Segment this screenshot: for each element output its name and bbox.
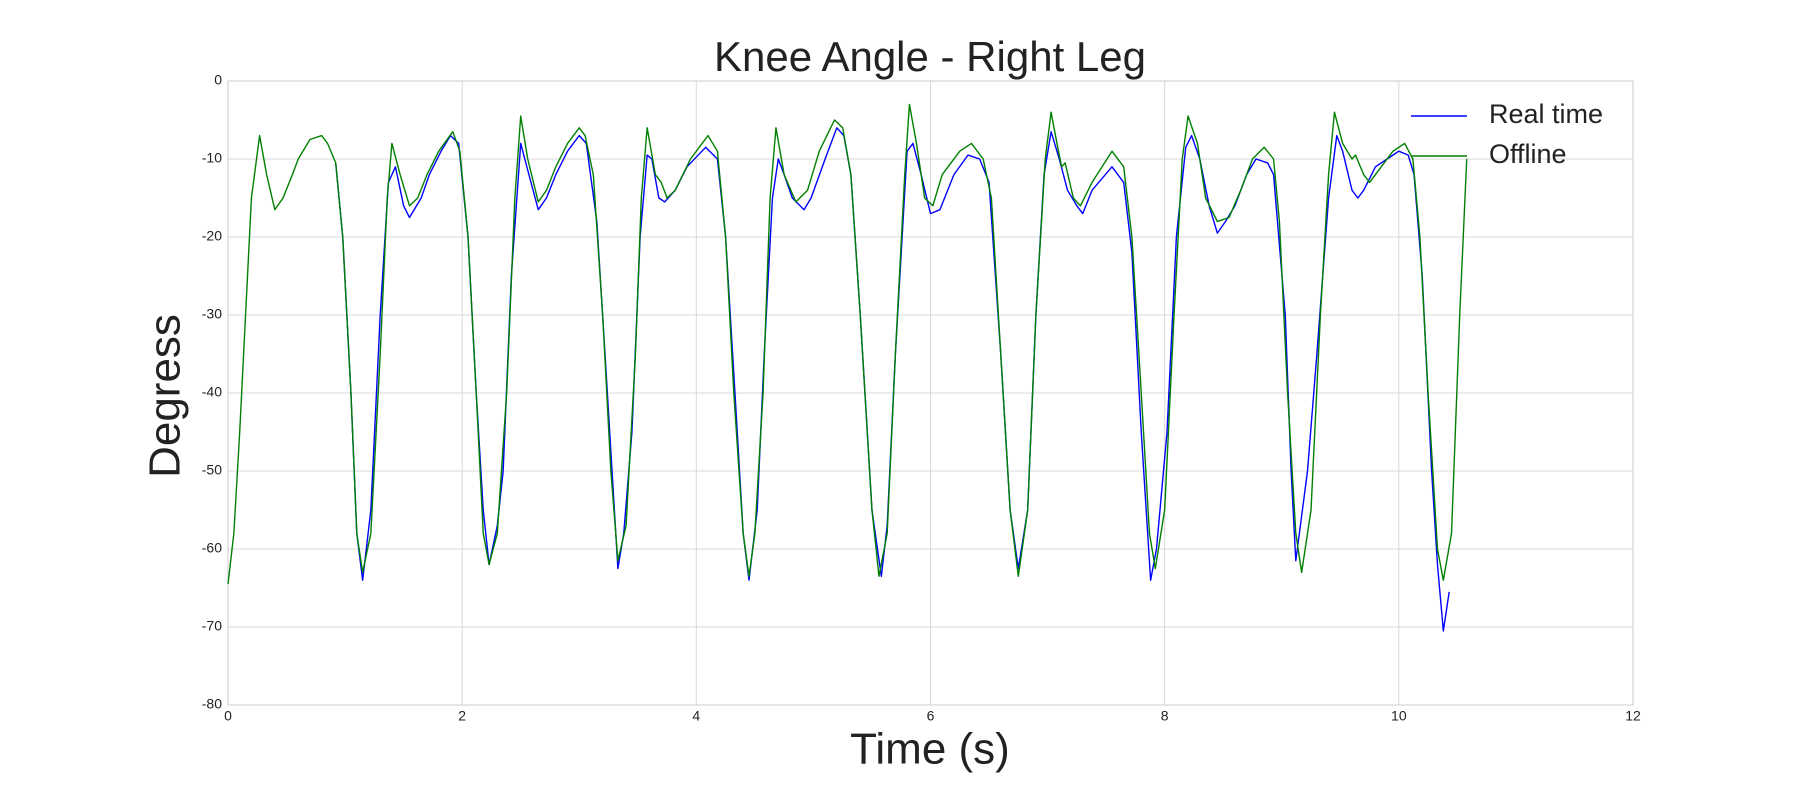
y-tick-label: -20 bbox=[202, 228, 222, 244]
y-tick-label: -40 bbox=[202, 384, 222, 400]
y-tick-label: -80 bbox=[202, 696, 222, 712]
x-tick-label: 6 bbox=[927, 708, 935, 724]
legend-label: Real time bbox=[1489, 99, 1603, 129]
line-series bbox=[335, 127, 1450, 632]
y-tick-label: -50 bbox=[202, 462, 222, 478]
x-tick-label: 12 bbox=[1625, 708, 1641, 724]
y-tick-label: 0 bbox=[214, 72, 222, 88]
line-series bbox=[227, 103, 1468, 585]
x-tick-label: 8 bbox=[1161, 708, 1169, 724]
x-tick-label: 4 bbox=[692, 708, 700, 724]
y-tick-label: -10 bbox=[202, 150, 222, 166]
x-tick-label: 0 bbox=[224, 708, 232, 724]
y-tick-label: -30 bbox=[202, 306, 222, 322]
x-tick-label: 10 bbox=[1391, 708, 1407, 724]
y-axis-label: Degress bbox=[141, 314, 190, 478]
y-tick-label: -70 bbox=[202, 618, 222, 634]
chart-title: Knee Angle - Right Leg bbox=[714, 33, 1146, 80]
x-axis-label: Time (s) bbox=[850, 725, 1010, 774]
x-tick-label: 2 bbox=[458, 708, 466, 724]
plot-frame bbox=[227, 80, 1634, 706]
y-tick-label: -60 bbox=[202, 540, 222, 556]
legend-label: Offline bbox=[1489, 139, 1567, 169]
